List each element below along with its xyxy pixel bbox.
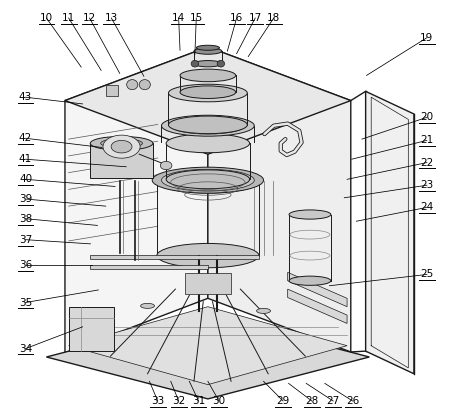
Text: 24: 24 bbox=[419, 202, 432, 212]
Ellipse shape bbox=[160, 161, 171, 170]
Text: 22: 22 bbox=[419, 158, 432, 168]
Text: 17: 17 bbox=[248, 13, 261, 23]
Circle shape bbox=[139, 80, 150, 90]
Ellipse shape bbox=[140, 303, 154, 308]
Ellipse shape bbox=[90, 137, 153, 150]
Ellipse shape bbox=[161, 169, 254, 191]
Polygon shape bbox=[287, 272, 346, 307]
Ellipse shape bbox=[194, 48, 221, 54]
Ellipse shape bbox=[100, 139, 142, 148]
Circle shape bbox=[217, 60, 224, 67]
Ellipse shape bbox=[161, 115, 254, 136]
Polygon shape bbox=[90, 255, 258, 259]
Ellipse shape bbox=[168, 116, 247, 134]
Polygon shape bbox=[65, 47, 207, 353]
Text: 32: 32 bbox=[172, 396, 185, 406]
Ellipse shape bbox=[194, 61, 221, 67]
Text: 15: 15 bbox=[189, 13, 202, 23]
Polygon shape bbox=[106, 85, 118, 96]
Text: 12: 12 bbox=[83, 13, 96, 23]
Ellipse shape bbox=[168, 84, 247, 102]
Text: 37: 37 bbox=[19, 235, 32, 245]
Ellipse shape bbox=[152, 167, 263, 193]
Text: 18: 18 bbox=[267, 13, 280, 23]
Text: 16: 16 bbox=[230, 13, 243, 23]
Text: 31: 31 bbox=[192, 396, 205, 406]
Polygon shape bbox=[46, 315, 369, 399]
Polygon shape bbox=[287, 289, 346, 323]
Polygon shape bbox=[69, 307, 346, 385]
Text: 36: 36 bbox=[19, 260, 32, 270]
Text: 35: 35 bbox=[19, 297, 32, 308]
Polygon shape bbox=[207, 47, 350, 352]
Text: 29: 29 bbox=[276, 396, 289, 406]
Ellipse shape bbox=[288, 276, 330, 285]
Ellipse shape bbox=[166, 170, 249, 189]
Ellipse shape bbox=[196, 45, 219, 50]
Text: 27: 27 bbox=[326, 396, 339, 406]
Text: 14: 14 bbox=[172, 13, 185, 23]
Text: 43: 43 bbox=[19, 92, 32, 102]
Text: 19: 19 bbox=[419, 33, 432, 43]
Ellipse shape bbox=[111, 140, 132, 153]
Text: 10: 10 bbox=[40, 13, 53, 23]
Text: 38: 38 bbox=[19, 214, 32, 224]
Text: 13: 13 bbox=[105, 13, 118, 23]
Polygon shape bbox=[184, 273, 231, 294]
Circle shape bbox=[191, 60, 198, 67]
Text: 26: 26 bbox=[345, 396, 358, 406]
Ellipse shape bbox=[170, 117, 244, 134]
Ellipse shape bbox=[156, 243, 258, 268]
Text: 40: 40 bbox=[19, 174, 32, 184]
Polygon shape bbox=[90, 143, 153, 178]
Text: 28: 28 bbox=[305, 396, 318, 406]
Text: 41: 41 bbox=[19, 154, 32, 164]
Ellipse shape bbox=[103, 135, 140, 158]
Polygon shape bbox=[365, 91, 413, 374]
Polygon shape bbox=[65, 47, 350, 154]
Text: 42: 42 bbox=[19, 133, 32, 143]
Text: 39: 39 bbox=[19, 194, 32, 204]
Circle shape bbox=[126, 80, 138, 90]
Text: 25: 25 bbox=[419, 269, 432, 279]
Text: 33: 33 bbox=[151, 396, 164, 406]
Ellipse shape bbox=[256, 308, 270, 313]
Ellipse shape bbox=[166, 134, 249, 153]
Text: 30: 30 bbox=[212, 396, 225, 406]
Ellipse shape bbox=[180, 69, 235, 82]
Ellipse shape bbox=[156, 169, 258, 193]
Ellipse shape bbox=[288, 210, 330, 219]
Ellipse shape bbox=[180, 86, 235, 98]
Text: 21: 21 bbox=[419, 135, 432, 145]
Text: 11: 11 bbox=[62, 13, 75, 23]
Polygon shape bbox=[90, 265, 207, 269]
Text: 34: 34 bbox=[19, 344, 32, 354]
Text: 20: 20 bbox=[419, 112, 432, 122]
Polygon shape bbox=[69, 307, 113, 351]
Text: 23: 23 bbox=[419, 180, 432, 190]
